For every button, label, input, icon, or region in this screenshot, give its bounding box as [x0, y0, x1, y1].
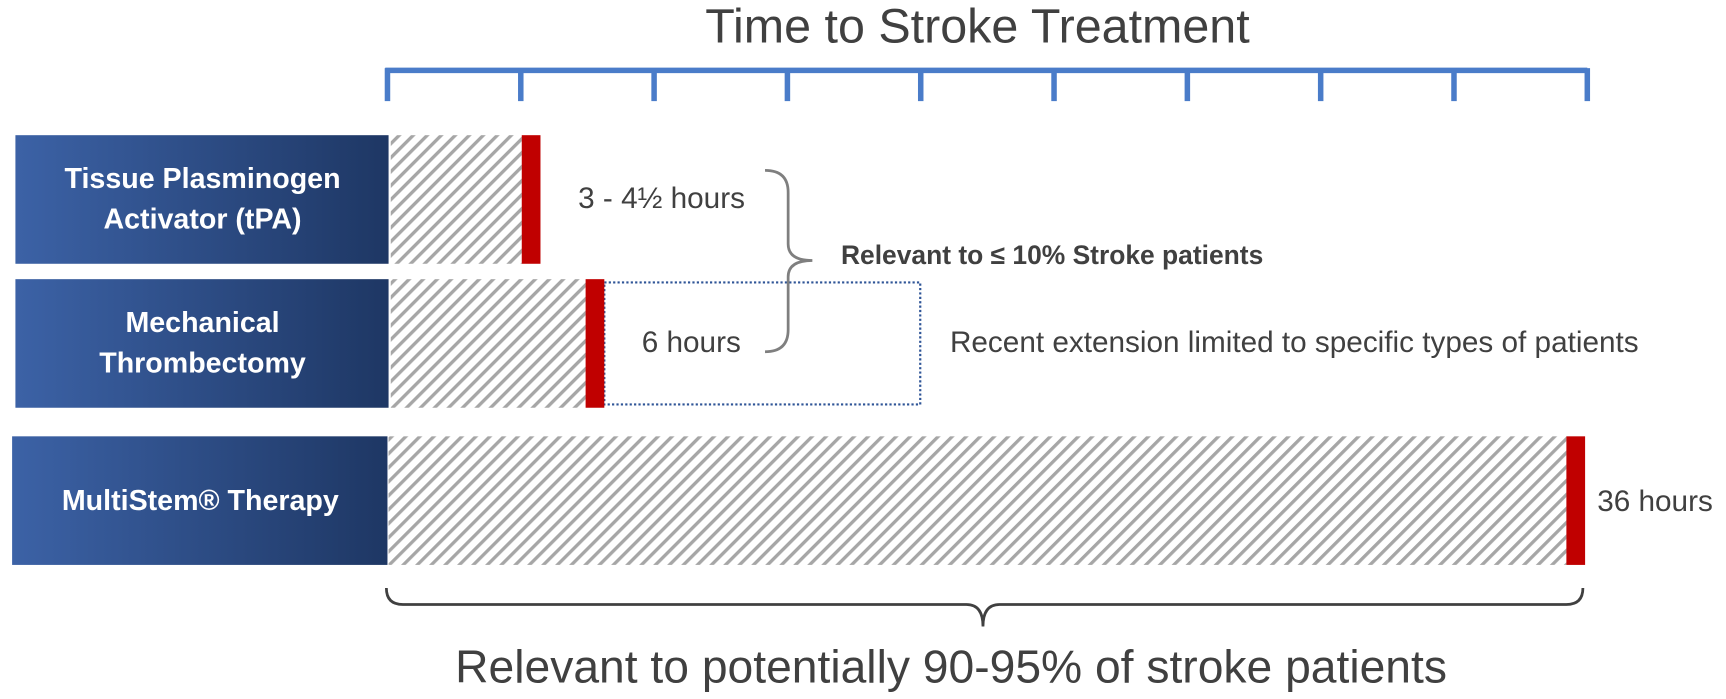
duration: 3 - 4½ hours: [578, 182, 745, 215]
row-label: Tissue Plasminogen: [65, 163, 341, 195]
time-bar: [388, 436, 1567, 565]
bracket: [764, 168, 813, 354]
bracket-note: Relevant to ≤ 10% Stroke patients: [841, 240, 1263, 270]
title: Time to Stroke Treatment: [705, 0, 1250, 53]
label-box: [12, 436, 388, 565]
time-axis: [384, 67, 1591, 102]
duration: 36 hours: [1597, 485, 1713, 518]
time-bar: [390, 135, 522, 264]
row-label: MultiStem® Therapy: [62, 485, 339, 517]
time-end: [521, 135, 541, 264]
brace: [384, 587, 1585, 627]
footer: Relevant to potentially 90-95% of stroke…: [455, 641, 1447, 693]
row-label: Activator (tPA): [103, 203, 301, 235]
row-label: Thrombectomy: [99, 347, 306, 379]
label-box: [15, 135, 389, 264]
row-label: Mechanical: [125, 307, 279, 339]
time-end: [1566, 436, 1586, 565]
label-box: [15, 279, 389, 408]
time-bar: [390, 279, 586, 408]
time-end: [585, 279, 605, 408]
note: Recent extension limited to specific typ…: [950, 326, 1639, 359]
duration: 6 hours: [642, 326, 741, 359]
